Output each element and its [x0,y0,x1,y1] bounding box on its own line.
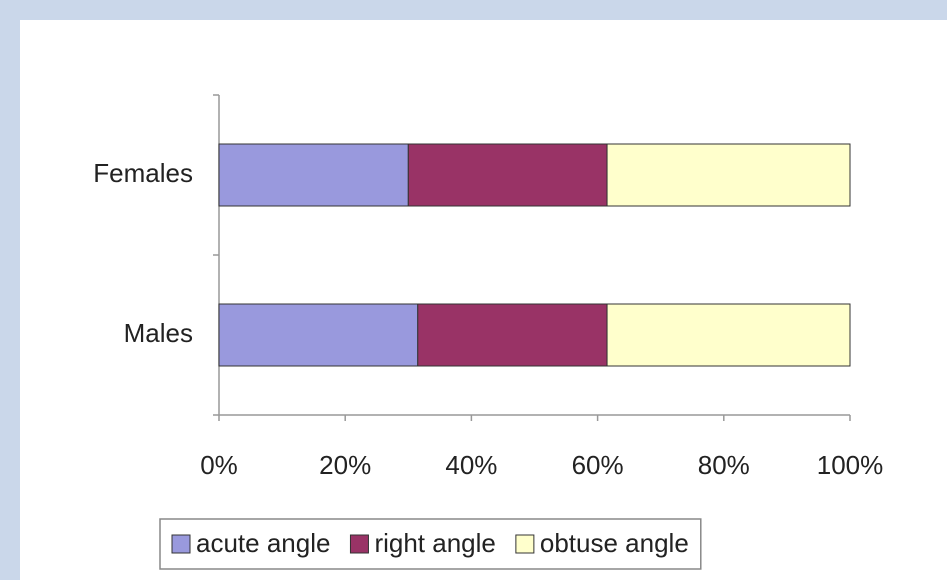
legend-label: obtuse angle [540,528,689,558]
legend-label: right angle [374,528,495,558]
x-tick-label: 60% [572,450,624,480]
x-tick-label: 0% [200,450,238,480]
bar-segment [417,303,608,367]
bar-segment [606,143,851,207]
bar-segment [407,143,608,207]
x-tick-label: 80% [698,450,750,480]
legend-label: acute angle [196,528,330,558]
x-tick-label: 40% [445,450,497,480]
bar-segment [218,303,419,367]
bar-segment [606,303,851,367]
y-tick-label: Males [124,318,193,348]
chart-panel [20,20,947,580]
x-tick-label: 20% [319,450,371,480]
x-tick-label: 100% [817,450,884,480]
legend-swatch [515,534,535,554]
legend-swatch [171,534,191,554]
y-tick-label: Females [93,158,193,188]
bar-segment [218,143,409,207]
legend-box [159,518,702,570]
legend-swatch [349,534,369,554]
